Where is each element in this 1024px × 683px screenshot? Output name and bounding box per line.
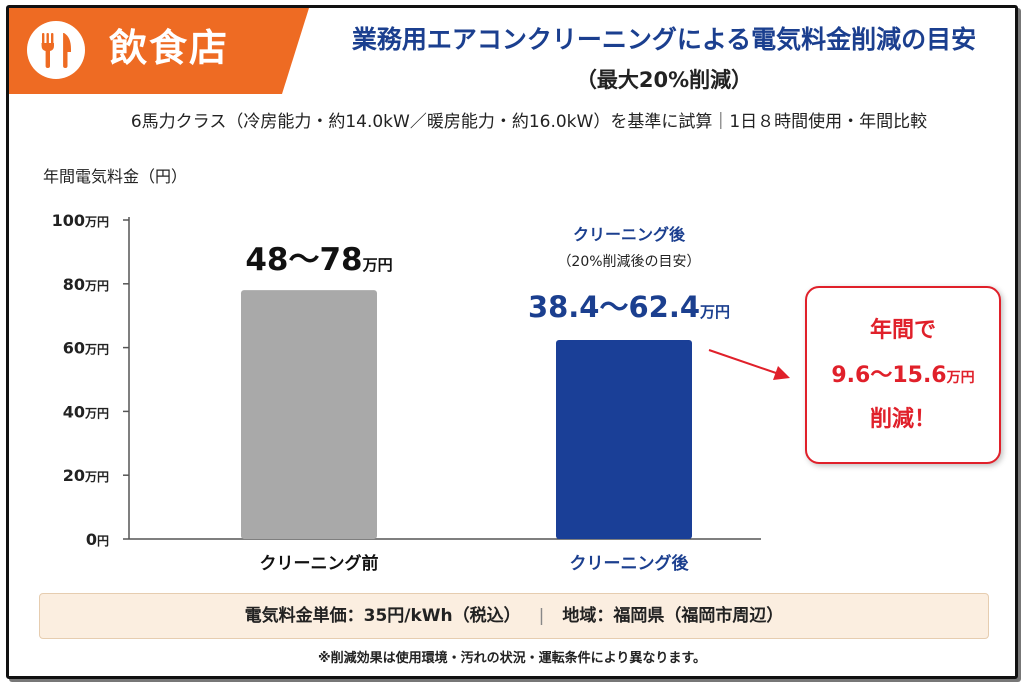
bar-value-unit: 万円 [700, 303, 731, 321]
y-tick-label: 20万円 [63, 466, 109, 485]
region: 地域：福岡県（福岡市周辺） [562, 606, 784, 626]
category-label-before: クリーニング前 [259, 554, 379, 574]
infographic-frame: 飲食店 業務用エアコンクリーニングによる電気料金削減の目安 （最大20%削減） … [6, 5, 1018, 679]
category-label: 飲食店 [109, 26, 230, 70]
callout-footer: 削減！ [869, 407, 936, 432]
bar-value-range: 48～78 [245, 242, 363, 278]
arrow-icon [708, 349, 790, 380]
bar-value-label-before: 48～78万円 [169, 240, 469, 285]
callout-amount-value: 9.6～15.6 [831, 363, 947, 388]
y-axis-ticks: 0円 20万円 40万円 60万円 80万円 100万円 [52, 211, 129, 549]
bar-value-range: 38.4～62.4 [527, 290, 701, 324]
disclaimer: ※削減効果は使用環境・汚れの状況・運転条件により異なります。 [317, 651, 707, 666]
savings-callout: 年間で 9.6～15.6万円 削減！ [805, 286, 1001, 464]
callout-amount-unit: 万円 [946, 370, 975, 386]
calculation-conditions: 6馬力クラス（冷房能力・約14.0kW／暖房能力・約16.0kW）を基準に試算｜… [130, 112, 928, 132]
info-band: 電気料金単価：35円/kWh（税込） | 地域：福岡県（福岡市周辺） [39, 593, 989, 639]
y-tick-label: 80万円 [63, 275, 109, 294]
bar-title-after: クリーニング後 [572, 225, 685, 244]
callout-amount: 9.6～15.6万円 [807, 361, 999, 393]
category-label-after: クリーニング後 [569, 554, 689, 574]
info-separator: | [538, 606, 545, 626]
y-axis-title: 年間電気料金（円） [43, 167, 188, 186]
y-tick-label: 60万円 [63, 339, 109, 358]
y-tick-label: 0円 [86, 530, 109, 549]
y-tick-label: 100万円 [52, 211, 109, 230]
bar-note-after: （20%削減後の目安） [557, 254, 701, 270]
bar-before-cleaning [241, 290, 377, 539]
bar-chart: 0円 20万円 40万円 60万円 80万円 100万円 [52, 211, 790, 549]
bars [241, 290, 692, 539]
callout-heading: 年間で [869, 318, 936, 343]
bar-value-unit: 万円 [362, 256, 393, 274]
page-subtitle: （最大20%削減） [575, 68, 753, 92]
fork-knife-icon [27, 21, 85, 79]
bar-value-label-after: 38.4～62.4万円 [459, 288, 799, 331]
y-tick-label: 40万円 [63, 402, 109, 421]
page-title: 業務用エアコンクリーニングによる電気料金削減の目安 [351, 25, 977, 54]
electricity-price: 電気料金単価：35円/kWh（税込） [244, 606, 521, 626]
bar-after-cleaning [556, 339, 692, 539]
